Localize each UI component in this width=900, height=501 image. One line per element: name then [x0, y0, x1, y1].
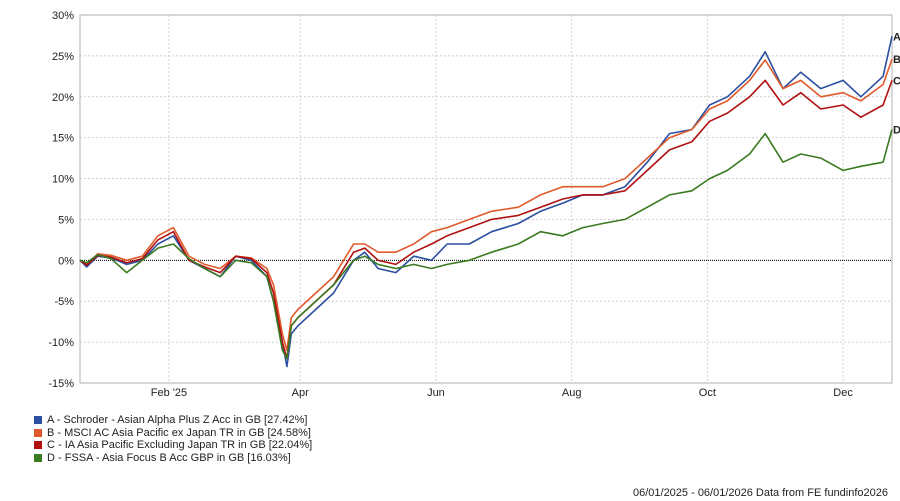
series-lines — [79, 36, 893, 368]
series-line-d — [79, 129, 893, 360]
x-tick-label: Jun — [427, 387, 445, 399]
grid — [80, 14, 892, 384]
y-tick-label: 10% — [52, 174, 74, 186]
legend-item-a: A - Schroder - Asian Alpha Plus Z Acc in… — [34, 414, 312, 427]
legend-label-d: D - FSSA - Asia Focus B Acc GBP in GB [1… — [47, 451, 291, 464]
footer-date-range: 06/01/2025 - 06/01/2026 Data from FE fun… — [632, 487, 888, 499]
y-tick-label: 15% — [52, 133, 74, 145]
y-tick-label: 0% — [58, 255, 74, 267]
y-tick-label: 25% — [52, 51, 74, 63]
legend-label-c: C - IA Asia Pacific Excluding Japan TR i… — [47, 439, 313, 452]
y-tick-label: 30% — [52, 10, 74, 22]
y-tick-label: -10% — [48, 337, 74, 349]
plot-area-frame — [79, 14, 893, 384]
legend-swatch-c — [34, 441, 42, 450]
y-tick-label: -15% — [48, 378, 74, 390]
x-tick-label: Oct — [699, 387, 716, 399]
series-end-label-d: D — [893, 124, 900, 136]
y-axis-tick-labels: 30% 25% 20% 15% 10% 5% 0% -5% -10% -15% — [48, 10, 74, 390]
legend-item-c: C - IA Asia Pacific Excluding Japan TR i… — [34, 439, 312, 452]
line-chart: 30% 25% 20% 15% 10% 5% 0% -5% -10% -15% Feb '25 Ap… — [48, 10, 900, 399]
series-line-b — [79, 58, 893, 352]
series-end-label-b: B — [893, 54, 900, 66]
legend: A - Schroder - Asian Alpha Plus Z Acc in… — [34, 414, 312, 464]
legend-swatch-b — [34, 428, 42, 437]
x-tick-label: Aug — [562, 387, 582, 399]
legend-label-b: B - MSCI AC Asia Pacific ex Japan TR in … — [47, 426, 311, 439]
legend-item-d: D - FSSA - Asia Focus B Acc GBP in GB [1… — [34, 452, 312, 465]
series-end-label-c: C — [893, 75, 900, 87]
y-tick-label: -5% — [54, 296, 74, 308]
series-end-labels: ABC D — [893, 31, 900, 136]
legend-swatch-d — [34, 453, 42, 462]
x-axis-tick-labels: Feb '25 Apr Jun Aug Oct Dec — [151, 387, 854, 399]
x-tick-label: Feb '25 — [151, 387, 187, 399]
series-end-label-a: A — [893, 31, 900, 43]
legend-swatch-a — [34, 416, 42, 425]
x-tick-label: Dec — [833, 387, 853, 399]
series-line-c — [79, 79, 893, 360]
x-tick-label: Apr — [292, 387, 309, 399]
y-tick-label: 20% — [52, 92, 74, 104]
series-line-a — [79, 36, 893, 368]
y-tick-label: 5% — [58, 214, 74, 226]
legend-label-a: A - Schroder - Asian Alpha Plus Z Acc in… — [47, 414, 308, 427]
legend-item-b: B - MSCI AC Asia Pacific ex Japan TR in … — [34, 427, 312, 440]
